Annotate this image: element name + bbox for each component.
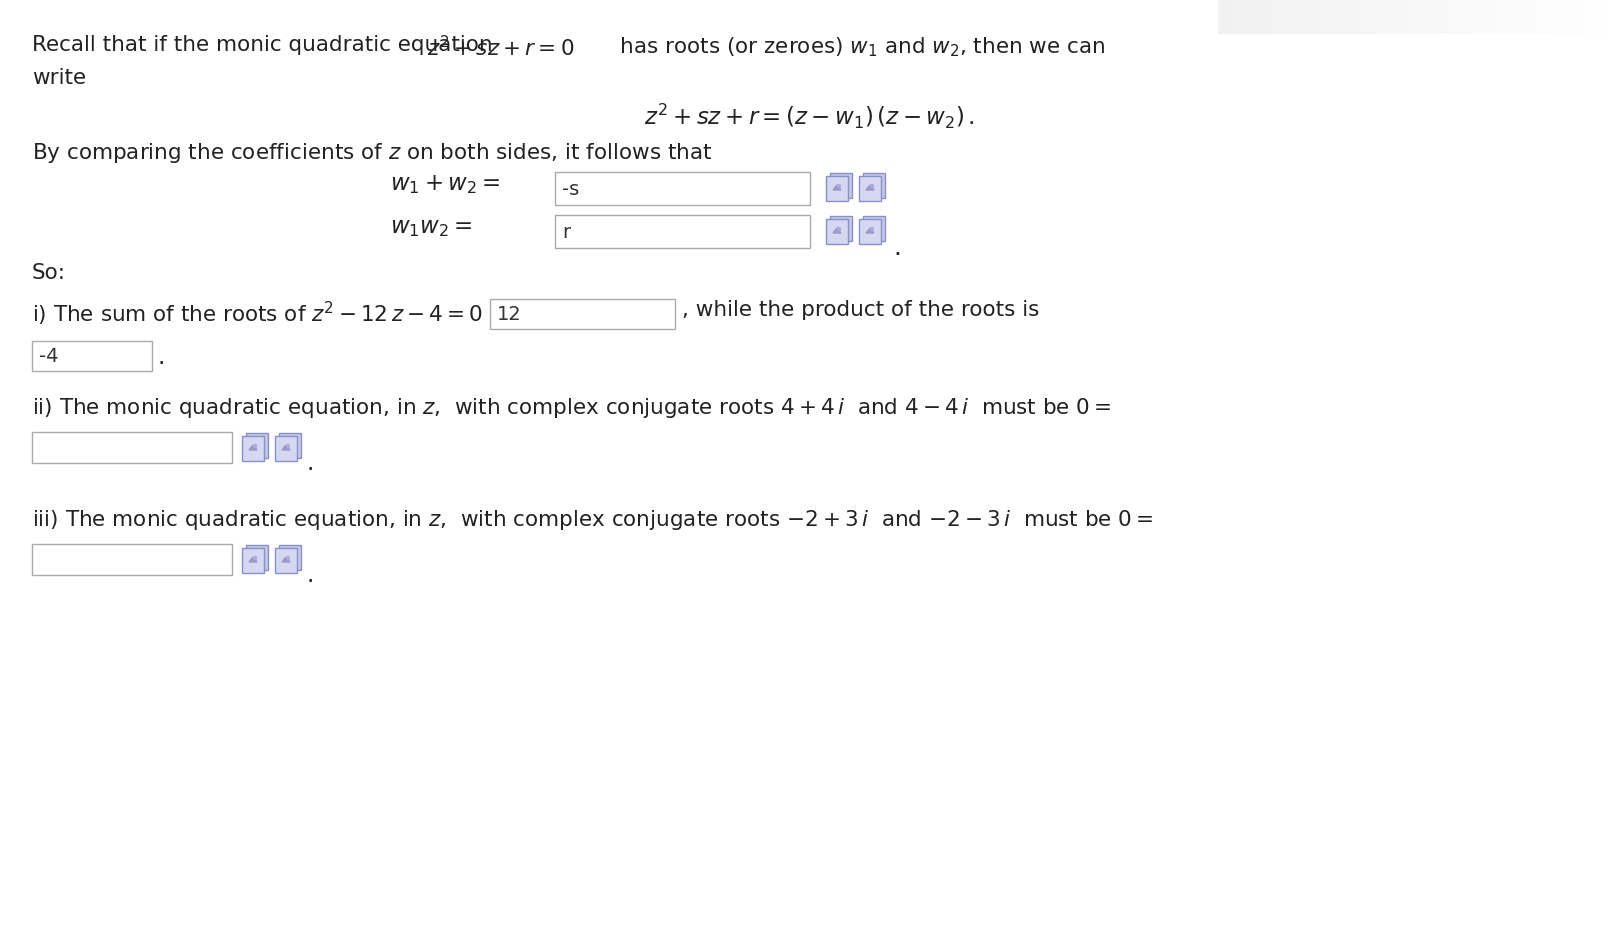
FancyBboxPatch shape [859,220,880,245]
FancyBboxPatch shape [862,174,885,198]
FancyBboxPatch shape [555,216,811,248]
Polygon shape [833,185,841,191]
FancyBboxPatch shape [827,177,848,202]
FancyBboxPatch shape [32,433,231,464]
Circle shape [838,185,840,188]
Circle shape [838,228,840,231]
Text: .: . [307,451,314,475]
Polygon shape [249,446,257,451]
Text: ii) The monic quadratic equation, in $z$,  with complex conjugate roots $4 + 4\,: ii) The monic quadratic equation, in $z$… [32,396,1112,420]
Text: write: write [32,68,86,88]
FancyBboxPatch shape [246,545,269,570]
Polygon shape [866,229,874,234]
Text: i) The sum of the roots of $z^2 - 12\,z - 4 = 0$ is: i) The sum of the roots of $z^2 - 12\,z … [32,299,508,328]
Text: has roots (or zeroes) $w_1$ and $w_2$, then we can: has roots (or zeroes) $w_1$ and $w_2$, t… [613,35,1105,58]
FancyBboxPatch shape [830,217,853,242]
Text: $z^2 + sz + r = (z - w_1)\,(z - w_2)\,.$: $z^2 + sz + r = (z - w_1)\,(z - w_2)\,.$ [644,102,974,131]
FancyBboxPatch shape [278,434,301,459]
Polygon shape [249,557,257,563]
Text: Recall that if the monic quadratic equation: Recall that if the monic quadratic equat… [32,35,500,55]
Text: -4: -4 [39,347,58,366]
Text: $w_1 w_2 =$: $w_1 w_2 =$ [390,216,472,239]
Circle shape [254,557,257,560]
Text: 12: 12 [497,305,521,324]
FancyBboxPatch shape [275,549,298,574]
Polygon shape [833,229,841,234]
Text: $z^2 + sz + r = 0$: $z^2 + sz + r = 0$ [427,35,574,60]
Polygon shape [282,557,290,563]
Circle shape [870,228,874,231]
FancyBboxPatch shape [278,545,301,570]
Polygon shape [282,446,290,451]
Text: , while the product of the roots is: , while the product of the roots is [683,299,1039,320]
FancyBboxPatch shape [862,217,885,242]
FancyBboxPatch shape [827,220,848,245]
Text: .: . [159,345,165,369]
FancyBboxPatch shape [32,342,152,372]
Text: -s: -s [561,180,579,198]
FancyBboxPatch shape [859,177,880,202]
Text: .: . [307,563,314,587]
Circle shape [286,445,290,448]
Text: $w_1 + w_2 =$: $w_1 + w_2 =$ [390,172,500,196]
FancyBboxPatch shape [830,174,853,198]
FancyBboxPatch shape [555,172,811,206]
Polygon shape [866,185,874,191]
FancyBboxPatch shape [32,544,231,576]
Text: r: r [561,222,570,242]
Circle shape [870,185,874,188]
FancyBboxPatch shape [243,549,264,574]
FancyBboxPatch shape [275,437,298,462]
Text: .: . [893,235,901,260]
Text: So:: So: [32,262,66,283]
Text: iii) The monic quadratic equation, in $z$,  with complex conjugate roots $-2 + 3: iii) The monic quadratic equation, in $z… [32,507,1154,531]
FancyBboxPatch shape [243,437,264,462]
FancyBboxPatch shape [246,434,269,459]
Circle shape [286,557,290,560]
Text: By comparing the coefficients of $z$ on both sides, it follows that: By comparing the coefficients of $z$ on … [32,141,712,165]
FancyBboxPatch shape [490,299,675,330]
Circle shape [254,445,257,448]
